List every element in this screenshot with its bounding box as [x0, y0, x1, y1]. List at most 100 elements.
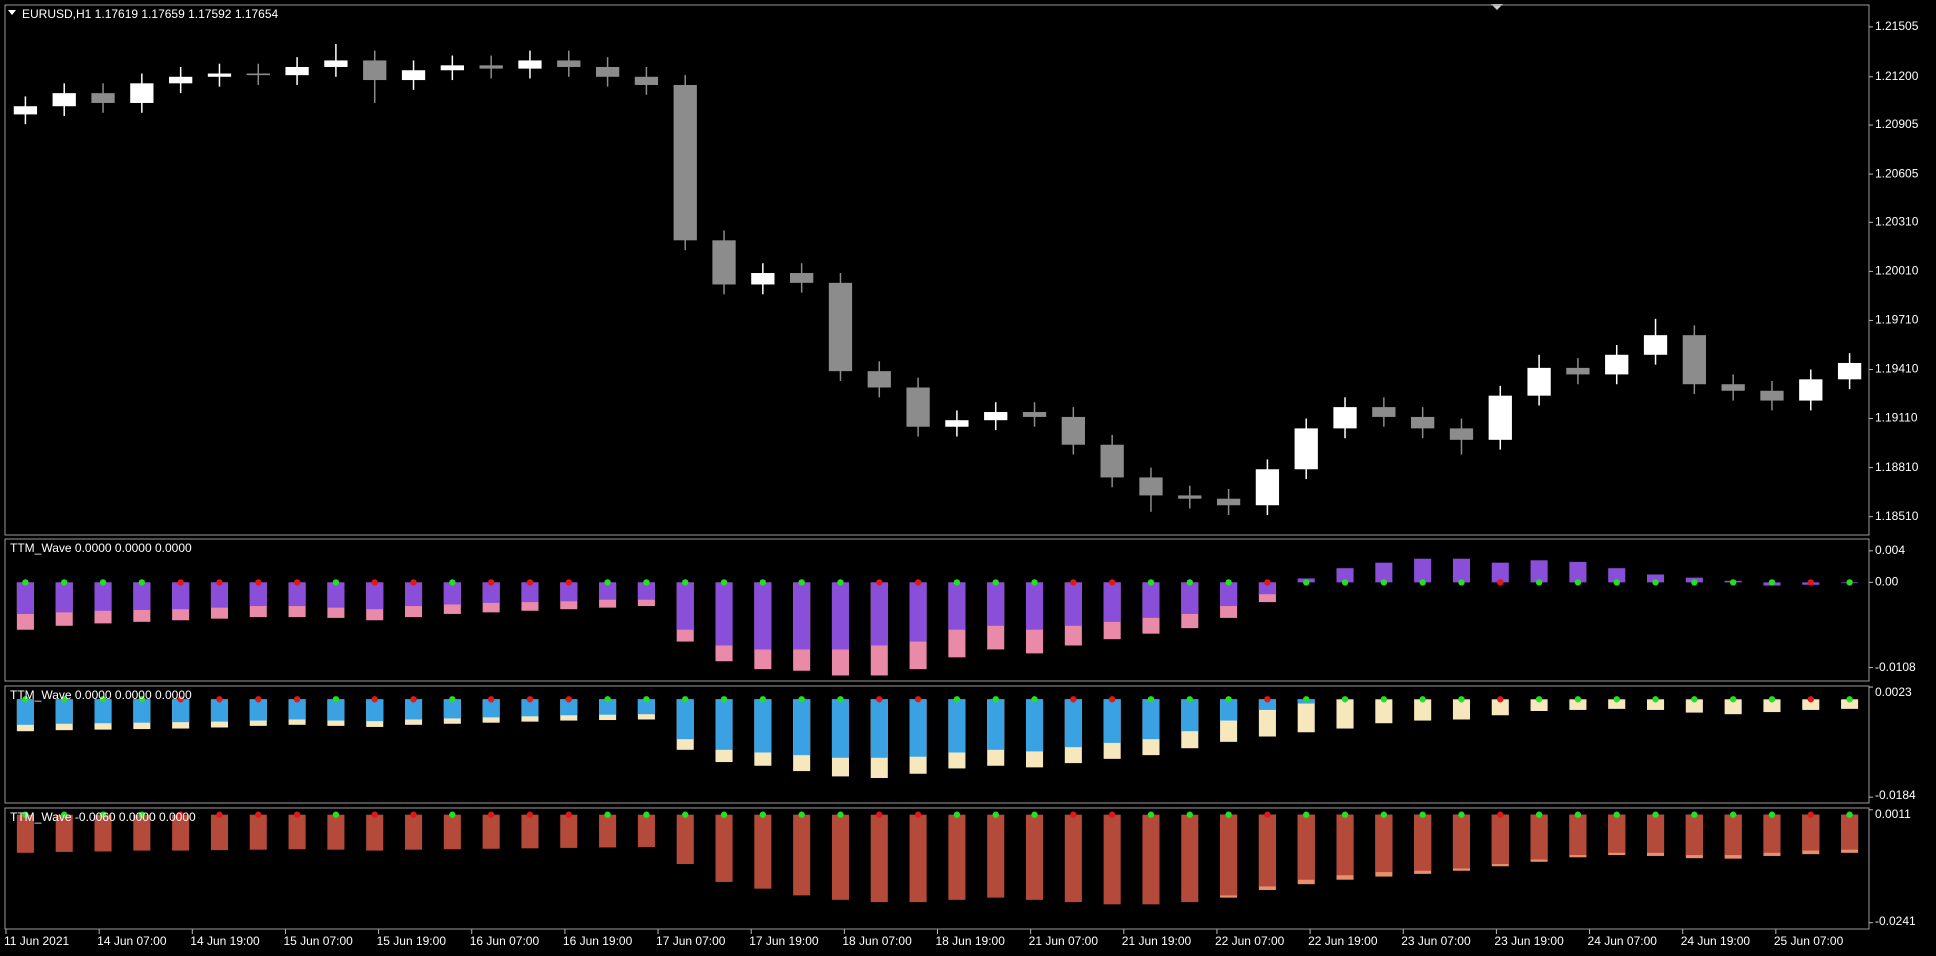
- squeeze-dot: [682, 696, 689, 703]
- squeeze-dot: [759, 579, 767, 586]
- histogram-bar: [1414, 699, 1432, 721]
- squeeze-dot: [565, 696, 572, 703]
- squeeze-dot: [1768, 579, 1776, 586]
- squeeze-dot: [99, 811, 107, 818]
- histogram-bar: [987, 582, 1005, 626]
- squeeze-dot: [526, 579, 534, 586]
- squeeze-dot: [1108, 579, 1116, 586]
- squeeze-dot: [293, 579, 301, 586]
- histogram-bar: [1064, 814, 1082, 903]
- squeeze-dot: [1535, 696, 1543, 703]
- histogram-bar: [1220, 814, 1238, 896]
- squeeze-dot: [22, 811, 29, 818]
- histogram-bar: [482, 814, 500, 849]
- squeeze-dot: [1147, 811, 1155, 818]
- squeeze-dot: [1574, 696, 1582, 703]
- candle-body: [790, 273, 814, 283]
- squeeze-dot: [1691, 579, 1698, 586]
- candle-body: [1294, 428, 1318, 470]
- histogram-bar: [599, 582, 617, 600]
- squeeze-dot: [1225, 696, 1232, 703]
- histogram-bar: [327, 582, 345, 608]
- y-tick-label: 1.19710: [1875, 313, 1919, 327]
- squeeze-dot: [61, 696, 68, 703]
- histogram-bar: [599, 699, 617, 715]
- squeeze-dot: [61, 579, 68, 586]
- squeeze-dot: [1341, 579, 1349, 586]
- squeeze-dot: [1031, 811, 1038, 818]
- candle-body: [1022, 412, 1047, 417]
- squeeze-dot: [1729, 696, 1737, 703]
- squeeze-dot: [759, 696, 767, 703]
- histogram-bar: [521, 814, 539, 849]
- x-tick-label: 17 Jun 19:00: [749, 934, 819, 948]
- histogram-bar: [1724, 814, 1742, 856]
- histogram-bar: [443, 699, 461, 719]
- histogram-bar: [172, 699, 190, 723]
- candle-body: [1721, 384, 1745, 391]
- candle-body: [1682, 335, 1706, 385]
- candle-body: [906, 387, 930, 427]
- y-tick-label: -0.0184: [1875, 788, 1916, 802]
- squeeze-dot: [1458, 579, 1465, 586]
- squeeze-dot: [1691, 811, 1698, 818]
- squeeze-dot: [1303, 579, 1310, 586]
- histogram-bar: [1025, 814, 1044, 900]
- candle-body: [13, 106, 38, 115]
- candle-body: [751, 273, 775, 285]
- squeeze-dot: [565, 811, 572, 818]
- candle-body: [246, 73, 270, 76]
- histogram-bar: [1181, 582, 1199, 614]
- histogram-bar: [1181, 699, 1199, 732]
- y-tick-label: 1.20905: [1875, 117, 1919, 131]
- histogram-bar: [909, 814, 927, 903]
- squeeze-dot: [1380, 579, 1388, 586]
- candle-body: [634, 76, 659, 85]
- pane-frame: [4, 4, 1870, 536]
- squeeze-dot: [992, 696, 999, 703]
- candle-body: [91, 93, 115, 103]
- histogram-bar: [1608, 568, 1626, 583]
- squeeze-dot: [449, 696, 456, 703]
- squeeze-dot: [798, 579, 805, 586]
- histogram-bar: [172, 814, 190, 851]
- histogram-bar: [1608, 699, 1626, 709]
- squeeze-dot: [1264, 811, 1271, 818]
- histogram-bar: [1220, 582, 1238, 607]
- candle-body: [1760, 390, 1784, 401]
- menu-arrow[interactable]: [8, 10, 16, 15]
- x-tick-label: 24 Jun 07:00: [1588, 934, 1658, 948]
- squeeze-dot: [914, 811, 922, 818]
- pane-title: TTM_Wave 0.0000 0.0000 0.0000: [10, 688, 192, 702]
- histogram-bar: [366, 699, 384, 722]
- histogram-bar: [249, 814, 267, 850]
- squeeze-dot: [565, 579, 572, 586]
- candle-body: [518, 60, 542, 69]
- squeeze-dot: [643, 696, 650, 703]
- y-tick-label: 0.0023: [1875, 685, 1912, 699]
- histogram-bar: [1103, 814, 1121, 905]
- y-tick-label: 1.20310: [1875, 215, 1919, 229]
- squeeze-dot: [1031, 696, 1038, 703]
- squeeze-dot: [1070, 811, 1077, 818]
- histogram-bar: [249, 699, 267, 721]
- histogram-bar: [1608, 814, 1626, 853]
- squeeze-dot: [1458, 696, 1465, 703]
- squeeze-dot: [759, 811, 767, 818]
- histogram-bar: [715, 699, 733, 750]
- histogram-bar: [1142, 699, 1160, 740]
- candle-body: [285, 66, 309, 76]
- x-tick-label: 14 Jun 07:00: [97, 934, 167, 948]
- histogram-bar: [1491, 814, 1509, 865]
- squeeze-dot: [1458, 811, 1465, 818]
- histogram-bar: [1569, 699, 1587, 710]
- squeeze-dot: [487, 811, 495, 818]
- candle-body: [1605, 354, 1629, 375]
- squeeze-dot: [1147, 579, 1155, 586]
- squeeze-dot: [177, 579, 184, 586]
- histogram-bar: [1646, 699, 1665, 710]
- squeeze-dot: [1186, 579, 1193, 586]
- squeeze-dot: [371, 811, 378, 818]
- x-tick-label: 24 Jun 19:00: [1681, 934, 1751, 948]
- x-tick-label: 16 Jun 19:00: [563, 934, 633, 948]
